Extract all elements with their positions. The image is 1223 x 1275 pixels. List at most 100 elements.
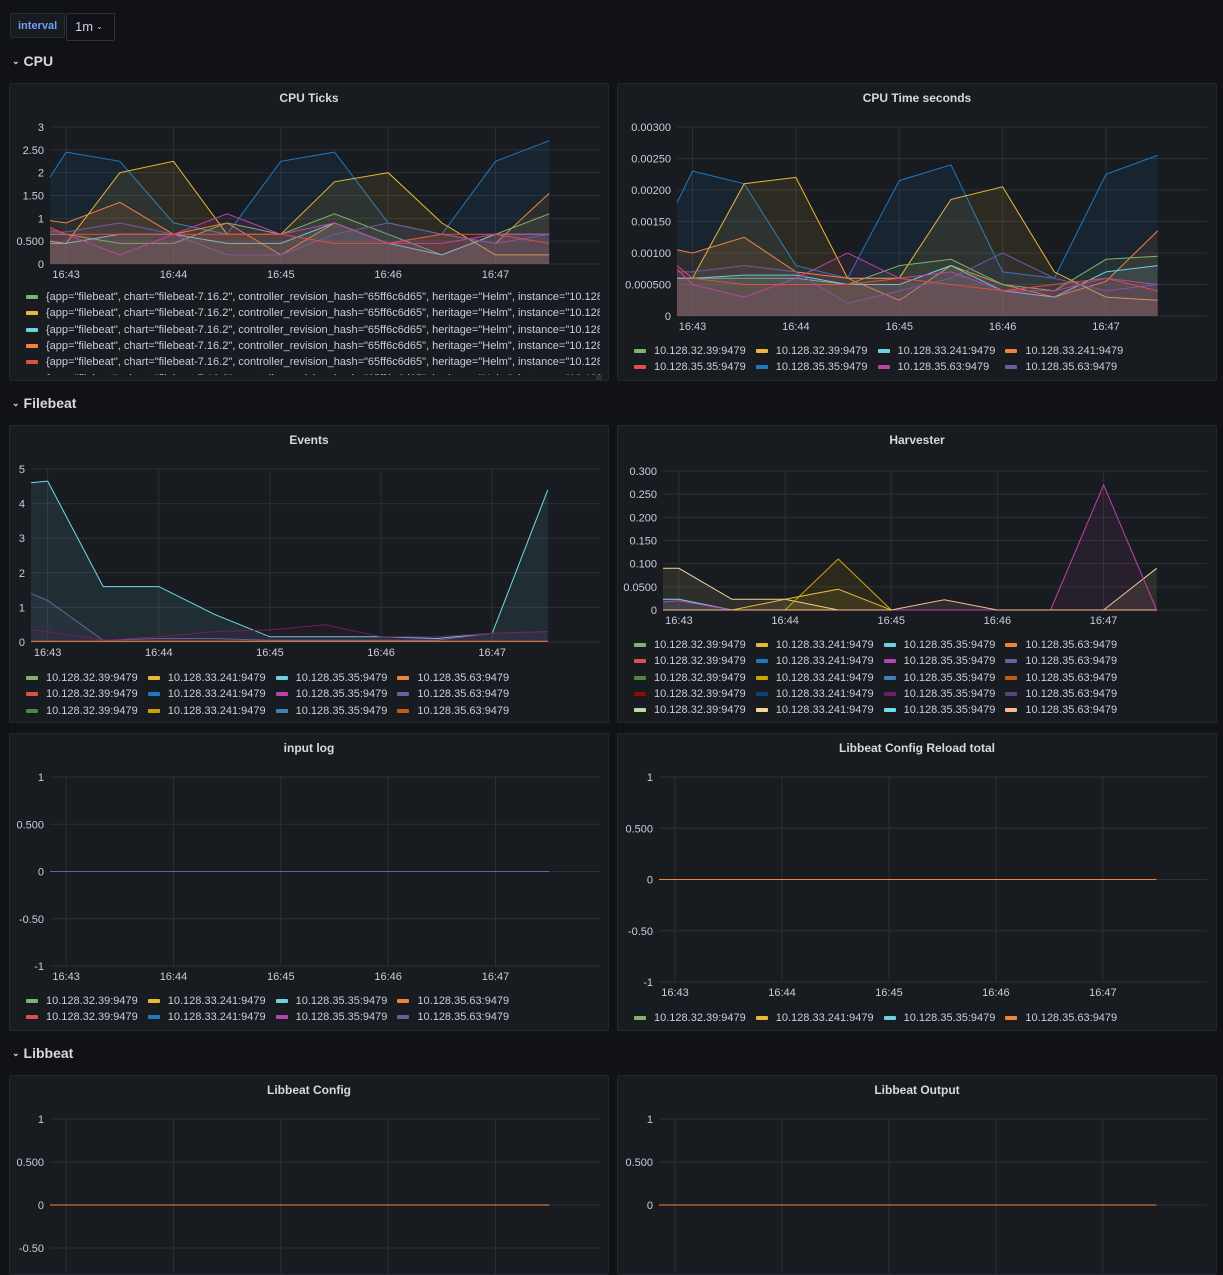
legend-item[interactable]: {app="filebeat", chart="filebeat-7.16.2"… <box>26 370 600 375</box>
legend-item[interactable]: 10.128.35.63:9479 <box>1005 637 1117 653</box>
legend-item[interactable]: 10.128.33.241:9479 <box>877 343 995 359</box>
legend-item[interactable]: 10.128.32.39:9479 <box>634 670 746 686</box>
legend-item[interactable]: 10.128.35.35:9479 <box>634 359 746 375</box>
x-tick-label: 16:47 <box>1089 987 1117 999</box>
legend-item[interactable]: 10.128.33.241:9479 <box>147 670 266 686</box>
legend-item[interactable]: 10.128.35.63:9479 <box>1005 653 1117 669</box>
panel-title[interactable]: CPU Time seconds <box>862 91 972 105</box>
legend-item[interactable]: 10.128.33.241:9479 <box>147 1009 266 1025</box>
legend-item[interactable]: 10.128.32.39:9479 <box>634 702 746 718</box>
legend-color-swatch <box>147 708 160 713</box>
legend-label: 10.128.35.63:9479 <box>1025 688 1118 701</box>
legend-item[interactable]: 10.128.33.241:9479 <box>755 637 874 653</box>
row-header-cpu[interactable]: ⌄ CPU <box>12 53 53 69</box>
legend-color-swatch <box>147 692 160 697</box>
legend-item[interactable]: 10.128.32.39:9479 <box>634 637 746 653</box>
legend-item[interactable]: {app="filebeat", chart="filebeat-7.16.2"… <box>26 305 600 321</box>
legend-item[interactable]: 10.128.32.39:9479 <box>26 670 138 686</box>
series-area <box>50 193 550 264</box>
legend-item[interactable]: 10.128.35.63:9479 <box>1005 359 1123 375</box>
x-tick-label: 16:44 <box>160 971 188 983</box>
panel-title[interactable]: Libbeat Output <box>874 1083 960 1097</box>
legend-item[interactable]: 10.128.35.35:9479 <box>275 703 387 719</box>
legend-color-swatch <box>26 311 38 316</box>
legend-item[interactable]: 10.128.35.35:9479 <box>883 1010 995 1026</box>
legend-item[interactable]: 10.128.32.39:9479 <box>26 1009 138 1025</box>
legend-item[interactable]: 10.128.32.39:9479 <box>634 686 746 702</box>
legend-item[interactable]: 10.128.35.35:9479 <box>275 1009 387 1025</box>
y-tick-label: 0.200 <box>629 512 657 524</box>
legend: {app="filebeat", chart="filebeat-7.16.2"… <box>26 289 600 375</box>
legend-item[interactable]: 10.128.35.35:9479 <box>275 686 387 702</box>
legend-color-swatch <box>755 659 768 664</box>
series-line <box>49 227 550 244</box>
legend-item[interactable]: 10.128.35.63:9479 <box>1005 686 1117 702</box>
x-tick-label: 16:46 <box>989 321 1017 333</box>
legend-item[interactable]: 10.128.35.35:9479 <box>755 359 868 375</box>
y-tick-label: 3 <box>19 533 25 545</box>
legend-label: 10.128.35.63:9479 <box>897 361 990 374</box>
legend-item[interactable]: 10.128.33.241:9479 <box>147 686 266 702</box>
legend-item[interactable]: 10.128.33.241:9479 <box>755 653 874 669</box>
legend-item[interactable]: 10.128.35.63:9479 <box>1005 670 1117 686</box>
legend-item[interactable]: 10.128.35.63:9479 <box>1005 702 1117 718</box>
y-tick-label: 0.500 <box>16 236 44 248</box>
legend-item[interactable]: 10.128.35.35:9479 <box>883 670 995 686</box>
legend-item[interactable]: 10.128.33.241:9479 <box>755 1010 874 1026</box>
legend-item[interactable]: 10.128.35.35:9479 <box>883 653 995 669</box>
series-line <box>50 222 550 256</box>
legend-label: 10.128.32.39:9479 <box>654 1012 746 1025</box>
legend-item[interactable]: 10.128.32.39:9479 <box>634 653 746 669</box>
legend-item[interactable]: {app="filebeat", chart="filebeat-7.16.2"… <box>26 289 600 305</box>
y-tick-label: 3 <box>38 122 44 134</box>
panel-title[interactable]: Events <box>289 433 329 447</box>
legend-scrollbar[interactable] <box>596 374 602 380</box>
x-tick-label: 16:44 <box>782 321 810 333</box>
legend-item[interactable]: 10.128.32.39:9479 <box>634 1010 746 1026</box>
legend-item[interactable]: 10.128.32.39:9479 <box>26 993 138 1009</box>
legend-item[interactable]: 10.128.33.241:9479 <box>755 686 874 702</box>
panel-title[interactable]: input log <box>283 741 335 755</box>
legend-item[interactable]: 10.128.33.241:9479 <box>147 993 266 1009</box>
panel-title[interactable]: Libbeat Config <box>267 1083 351 1097</box>
panel-title[interactable]: Harvester <box>889 433 945 447</box>
legend-item[interactable]: 10.128.33.241:9479 <box>147 703 266 719</box>
legend-item[interactable]: 10.128.35.63:9479 <box>397 993 509 1009</box>
y-tick-label: 5 <box>19 464 25 476</box>
legend-item[interactable]: 10.128.35.35:9479 <box>275 993 387 1009</box>
legend-item[interactable]: 10.128.35.35:9479 <box>883 686 995 702</box>
legend-item[interactable]: {app="filebeat", chart="filebeat-7.16.2"… <box>26 354 600 370</box>
variable-label-interval: interval <box>10 13 66 38</box>
interval-select[interactable]: 1m ⌄ <box>66 13 115 41</box>
legend-item[interactable]: 10.128.33.241:9479 <box>755 702 874 718</box>
row-header-libbeat[interactable]: ⌄ Libbeat <box>12 1045 73 1061</box>
legend-item[interactable]: 10.128.32.39:9479 <box>634 343 746 359</box>
legend-item[interactable]: 10.128.35.63:9479 <box>397 686 509 702</box>
legend-color-swatch <box>26 1015 38 1020</box>
legend-color-swatch <box>883 659 896 664</box>
panel-title[interactable]: CPU Ticks <box>279 91 339 105</box>
legend-item[interactable]: 10.128.35.35:9479 <box>883 702 995 718</box>
legend-item[interactable]: 10.128.35.35:9479 <box>883 637 995 653</box>
panel-title[interactable]: Libbeat Config Reload total <box>839 741 995 755</box>
legend-item[interactable]: 10.128.33.241:9479 <box>755 670 874 686</box>
legend-item[interactable]: 10.128.35.63:9479 <box>1005 1010 1117 1026</box>
row-title: CPU <box>23 53 54 69</box>
legend-item[interactable]: 10.128.35.63:9479 <box>397 1009 509 1025</box>
legend-item[interactable]: 10.128.32.39:9479 <box>755 343 868 359</box>
legend-item[interactable]: 10.128.32.39:9479 <box>26 703 138 719</box>
legend-item[interactable]: {app="filebeat", chart="filebeat-7.16.2"… <box>26 322 600 338</box>
legend-item[interactable]: 10.128.32.39:9479 <box>26 686 138 702</box>
chevron-down-icon: ⌄ <box>12 1048 20 1058</box>
legend-item[interactable]: 10.128.33.241:9479 <box>1005 343 1123 359</box>
panel-libbeat-output: 0 0.500 1 Libbeat Output <box>617 1075 1217 1275</box>
legend-item[interactable]: 10.128.35.63:9479 <box>877 359 996 375</box>
legend-label: 10.128.33.241:9479 <box>167 672 266 685</box>
legend-color-swatch <box>147 999 160 1004</box>
row-header-filebeat[interactable]: ⌄ Filebeat <box>12 395 76 411</box>
legend-item[interactable]: 10.128.35.63:9479 <box>397 670 509 686</box>
legend-item[interactable]: {app="filebeat", chart="filebeat-7.16.2"… <box>26 338 600 354</box>
legend-item[interactable]: 10.128.35.35:9479 <box>275 670 387 686</box>
legend-item[interactable]: 10.128.35.63:9479 <box>397 703 509 719</box>
legend-label: 10.128.32.39:9479 <box>775 345 868 358</box>
